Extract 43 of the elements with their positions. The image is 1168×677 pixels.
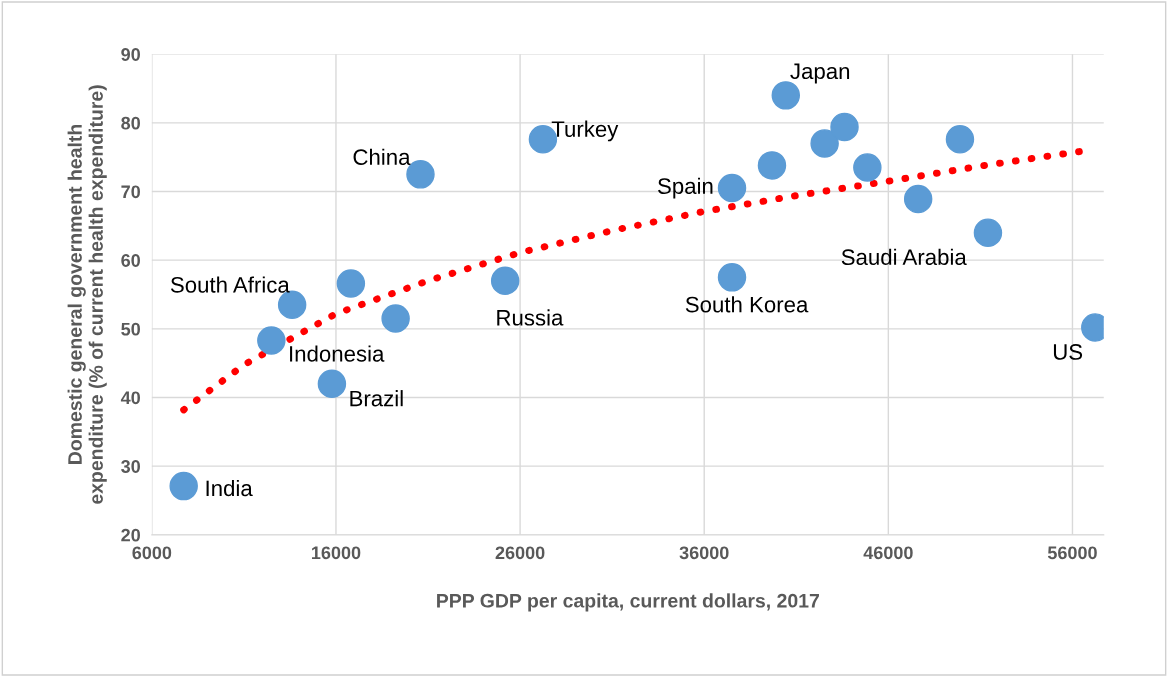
point (717, 263, 747, 292)
y-tick-label: 80 (121, 116, 140, 130)
point (903, 184, 933, 214)
annotation: India (206, 479, 253, 497)
x-tick-label: 16000 (312, 546, 361, 560)
annotation: Russia (497, 309, 564, 326)
point (810, 129, 839, 158)
y-tick-label: 90 (121, 48, 140, 61)
y-tick-label: 70 (121, 185, 140, 199)
annotation: South Africa (170, 276, 290, 293)
x-tick-label: 26000 (495, 546, 545, 560)
y-tick-label: 20 (121, 528, 140, 542)
annotation: South Korea (685, 296, 809, 313)
point (381, 304, 410, 333)
x-axis-title: PPP GDP per capita, current dollars, 2017 (437, 593, 819, 612)
annotation: Saudi Arabia (841, 248, 967, 266)
point (973, 218, 1003, 247)
annotation: Spain (658, 177, 713, 199)
y-axis-title: Domestic general government health expenditure (% of current health expenditure) (67, 85, 107, 504)
x-tick-label: 6000 (132, 546, 172, 560)
annotation: Indonesia (290, 345, 385, 362)
y-tick-label: 30 (121, 460, 140, 473)
point (853, 153, 882, 182)
annotation: US (1053, 344, 1083, 360)
y-tick-label: 50 (121, 322, 140, 336)
point (830, 112, 859, 142)
point (169, 471, 198, 501)
annotation: China (353, 148, 411, 166)
annotation: Brazil (350, 390, 403, 407)
point (490, 266, 520, 295)
point (336, 269, 366, 298)
x-tick-label: 56000 (1047, 546, 1097, 560)
annotation: Japan (790, 63, 850, 84)
y-tick-label: 60 (121, 254, 140, 267)
point (317, 369, 347, 398)
point (757, 151, 787, 180)
point (717, 173, 747, 203)
point (257, 326, 286, 355)
y-tick-label: 40 (120, 391, 140, 405)
x-tick-label: 46000 (863, 546, 913, 560)
annotation: Turkey (551, 120, 619, 142)
x-tick-label: 36000 (679, 546, 729, 560)
point (945, 125, 975, 154)
